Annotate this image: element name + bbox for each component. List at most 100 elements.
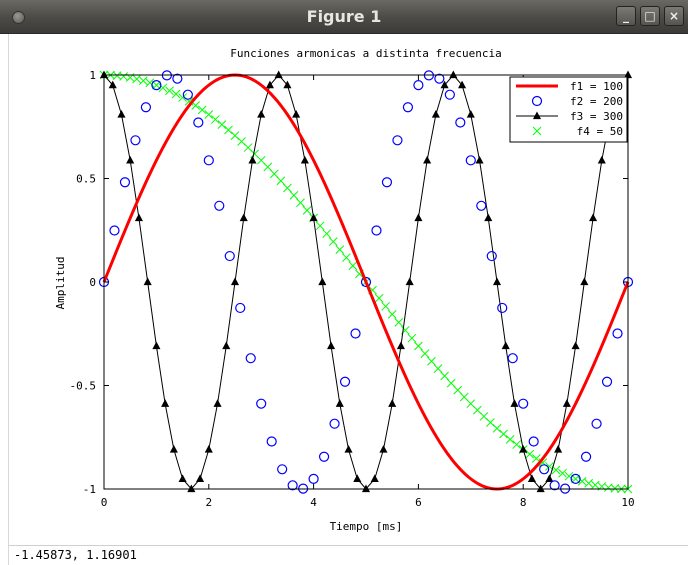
data-point (433, 364, 443, 374)
data-point (458, 80, 467, 89)
data-point (178, 93, 187, 102)
data-point (126, 155, 135, 164)
x-tick-label: 8 (520, 496, 527, 509)
data-point (518, 398, 529, 409)
data-point (591, 418, 602, 429)
data-point (505, 435, 515, 444)
data-point (455, 117, 466, 128)
axes-layer: 0 2 4 6 8 10 -1 -0.5 0 0.5 1 (70, 69, 635, 509)
data-point (414, 341, 423, 351)
data-point (492, 277, 502, 286)
title-bar[interactable]: Figure 1 _ □ × (0, 0, 688, 34)
data-point (414, 213, 423, 222)
legend-swatch (532, 111, 542, 120)
data-point (289, 190, 299, 200)
data-point (545, 474, 554, 483)
data-point (172, 73, 183, 84)
data-point (476, 200, 487, 211)
data-point (99, 70, 109, 79)
data-point (117, 110, 126, 118)
data-point (396, 341, 405, 350)
data-point (217, 120, 227, 129)
data-point (339, 376, 351, 387)
legend-label: f2 = 200 (570, 95, 623, 108)
data-point (263, 162, 273, 172)
data-point (507, 353, 518, 364)
data-point (350, 328, 361, 339)
data-point (361, 484, 371, 493)
x-axis-label: Tiempo [ms] (330, 520, 403, 533)
data-point (440, 371, 449, 381)
data-point (580, 451, 592, 462)
data-point (245, 353, 256, 364)
x-tick-label: 10 (621, 496, 634, 509)
data-point (182, 89, 193, 100)
data-point (256, 398, 267, 409)
data-point (453, 385, 463, 395)
data-point (327, 341, 336, 350)
data-point (528, 436, 539, 447)
data-point (601, 376, 613, 387)
series-layer (98, 70, 634, 494)
status-bar (9, 545, 688, 565)
data-point (341, 253, 351, 263)
data-point (475, 155, 484, 164)
y-tick-label: -1 (83, 483, 96, 496)
data-point (165, 86, 174, 96)
data-point (623, 70, 633, 79)
data-point (423, 155, 432, 164)
data-point (309, 213, 318, 222)
legend-box (509, 76, 628, 143)
data-point (348, 261, 358, 271)
data-point (564, 471, 574, 481)
window-menu-icon[interactable] (12, 11, 25, 24)
data-point (248, 155, 257, 164)
data-point (381, 177, 393, 188)
data-point (497, 302, 508, 314)
legend-item-2: f2 = 200 (531, 95, 623, 108)
legend-label: f4 = 50 (577, 125, 623, 138)
data-point (554, 444, 563, 453)
data-point (158, 83, 168, 93)
data-point (276, 176, 286, 186)
data-point (145, 78, 155, 88)
data-point (371, 225, 382, 236)
close-button[interactable]: × (664, 6, 684, 26)
data-point (539, 464, 550, 475)
data-point (283, 80, 292, 89)
data-point (558, 468, 567, 478)
data-point (130, 135, 141, 146)
data-point (196, 474, 205, 483)
data-point (344, 444, 353, 453)
data-point (353, 474, 362, 483)
data-point (379, 444, 388, 453)
data-point (265, 80, 274, 89)
data-point (302, 206, 312, 215)
window-title: Figure 1 (306, 7, 382, 26)
series-3 (99, 70, 633, 493)
data-point (296, 198, 305, 208)
data-point (322, 229, 332, 239)
legend: f1 = 100 f2 = 200 f3 = 300 f4 = 50 (509, 76, 628, 143)
minimize-button[interactable]: _ (616, 6, 636, 26)
data-point (525, 449, 535, 459)
maximize-button[interactable]: □ (640, 6, 660, 26)
data-point (134, 213, 143, 222)
data-point (224, 125, 233, 135)
data-point (277, 464, 288, 475)
data-point (610, 484, 620, 493)
data-point (394, 318, 404, 327)
data-point (178, 474, 187, 483)
data-point (161, 399, 170, 407)
data-point (213, 399, 222, 407)
data-point (589, 213, 598, 222)
data-point (370, 474, 379, 483)
data-point (283, 183, 292, 193)
data-point (431, 110, 440, 118)
data-point (449, 70, 458, 79)
data-point (169, 444, 178, 453)
x-tick-label: 2 (205, 496, 212, 509)
legend-swatch (532, 126, 542, 136)
